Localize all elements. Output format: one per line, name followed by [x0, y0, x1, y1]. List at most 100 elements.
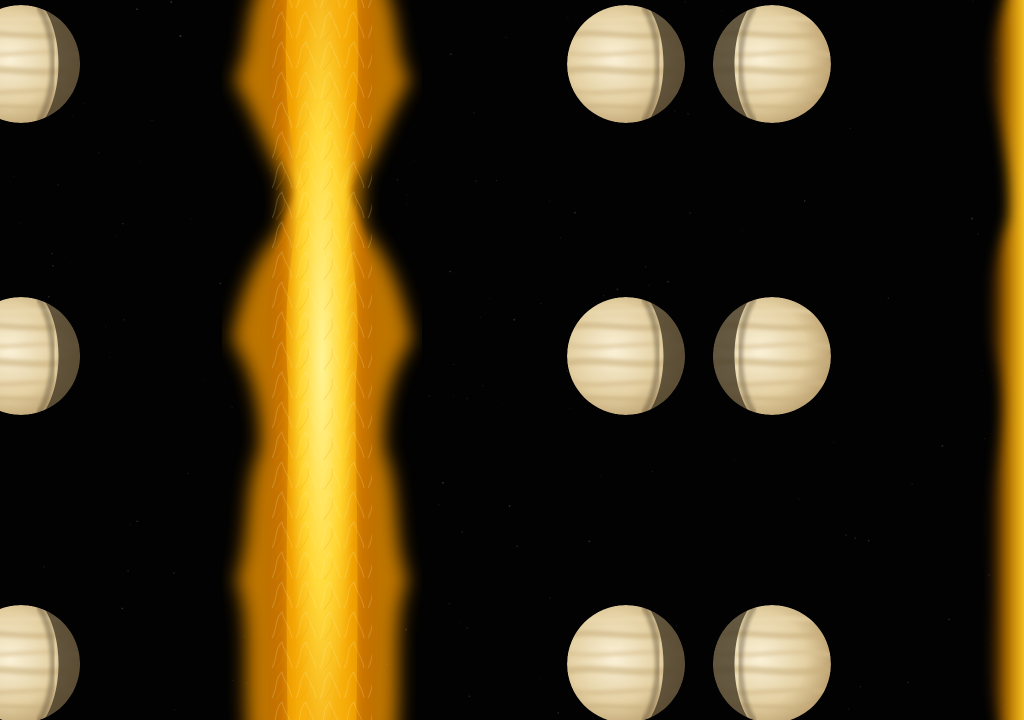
- star-dot: [982, 369, 983, 371]
- star-dot: [977, 233, 979, 235]
- star-dot: [51, 252, 53, 254]
- star-dot: [501, 403, 503, 405]
- star-dot: [453, 364, 455, 366]
- star-dot: [588, 540, 591, 543]
- star-dot: [603, 295, 605, 297]
- star-dot: [971, 217, 973, 220]
- star-dot: [98, 152, 100, 154]
- star-dot: [647, 284, 650, 287]
- star-dot: [173, 708, 176, 711]
- star-dot: [187, 472, 189, 474]
- star-dot: [179, 35, 182, 38]
- star-dot: [798, 498, 800, 500]
- star-dot: [83, 103, 85, 105]
- star-dot: [151, 119, 153, 122]
- star-dot: [569, 407, 571, 409]
- planet-r2-center-b: [713, 297, 831, 415]
- star-dot: [71, 115, 73, 117]
- star-dot: [567, 16, 569, 18]
- star-dot: [540, 303, 542, 304]
- star-dot: [948, 618, 950, 621]
- star-dot: [481, 384, 484, 387]
- star-dot: [689, 212, 692, 214]
- star-dot: [461, 531, 463, 533]
- planet-r1-center-b: [713, 5, 831, 123]
- star-dot: [972, 0, 974, 2]
- star-dot: [406, 194, 409, 196]
- star-dot: [574, 211, 576, 214]
- star-dot: [854, 537, 857, 539]
- star-dot: [406, 203, 408, 205]
- star-dot: [170, 1, 173, 3]
- star-dot: [13, 176, 15, 178]
- star-dot: [438, 503, 440, 506]
- star-dot: [513, 318, 516, 321]
- star-dot: [675, 625, 677, 627]
- star-dot: [78, 633, 80, 635]
- planet-r3-center-a: [567, 605, 685, 720]
- star-dot: [887, 297, 889, 299]
- planet-r3-center-b: [713, 605, 831, 720]
- planet-r2-center-a: [567, 297, 685, 415]
- star-dot: [616, 288, 619, 291]
- star-dot: [136, 8, 138, 11]
- star-dot: [43, 565, 46, 568]
- star-dot: [52, 265, 54, 267]
- star-dot: [1002, 3, 1003, 5]
- star-dot: [247, 375, 250, 377]
- star-dot: [859, 686, 862, 688]
- star-dot: [396, 179, 398, 181]
- star-dot: [405, 628, 407, 631]
- star-dot: [122, 223, 124, 225]
- star-dot: [231, 406, 233, 408]
- star-dot: [413, 160, 416, 162]
- star-dot: [645, 266, 647, 268]
- star-dot: [441, 481, 444, 484]
- star-dot: [667, 280, 669, 283]
- star-dot: [204, 379, 206, 381]
- star-dot: [57, 184, 59, 186]
- star-dot: [449, 270, 451, 273]
- star-dot: [508, 505, 511, 507]
- star-dot: [984, 438, 986, 440]
- star-dot: [104, 325, 107, 328]
- star-dot: [466, 397, 469, 400]
- star-dot: [136, 520, 138, 522]
- star-dot: [109, 356, 111, 359]
- star-dot: [475, 180, 477, 182]
- sun-flame-column-edge: [989, 0, 1024, 720]
- star-dot: [687, 112, 689, 115]
- star-dot: [915, 408, 917, 410]
- star-dot: [803, 200, 806, 202]
- star-dot: [65, 255, 67, 257]
- star-dot: [232, 679, 234, 681]
- star-dot: [269, 169, 272, 172]
- star-dot: [468, 695, 471, 698]
- star-dot: [453, 395, 455, 397]
- star-dot: [849, 127, 851, 130]
- star-dot: [845, 534, 847, 536]
- star-dot: [557, 712, 559, 714]
- star-dot: [122, 318, 125, 321]
- star-dot: [566, 370, 569, 373]
- star-dot: [121, 607, 124, 610]
- star-dot: [129, 523, 132, 526]
- star-dot: [733, 459, 735, 461]
- star-dot: [684, 1, 686, 3]
- star-dot: [624, 276, 626, 278]
- star-dot: [821, 296, 823, 298]
- star-dot: [473, 112, 475, 114]
- planet-r1-center-a: [567, 5, 685, 123]
- sun-flame-column: [232, 0, 412, 720]
- star-dot: [720, 10, 722, 11]
- star-dot: [988, 574, 991, 577]
- star-dot: [941, 445, 944, 447]
- star-dot: [549, 200, 551, 202]
- star-dot: [741, 229, 743, 231]
- star-dot: [673, 110, 676, 112]
- star-dot: [651, 470, 653, 473]
- star-dot: [549, 597, 551, 600]
- star-dot: [559, 237, 561, 239]
